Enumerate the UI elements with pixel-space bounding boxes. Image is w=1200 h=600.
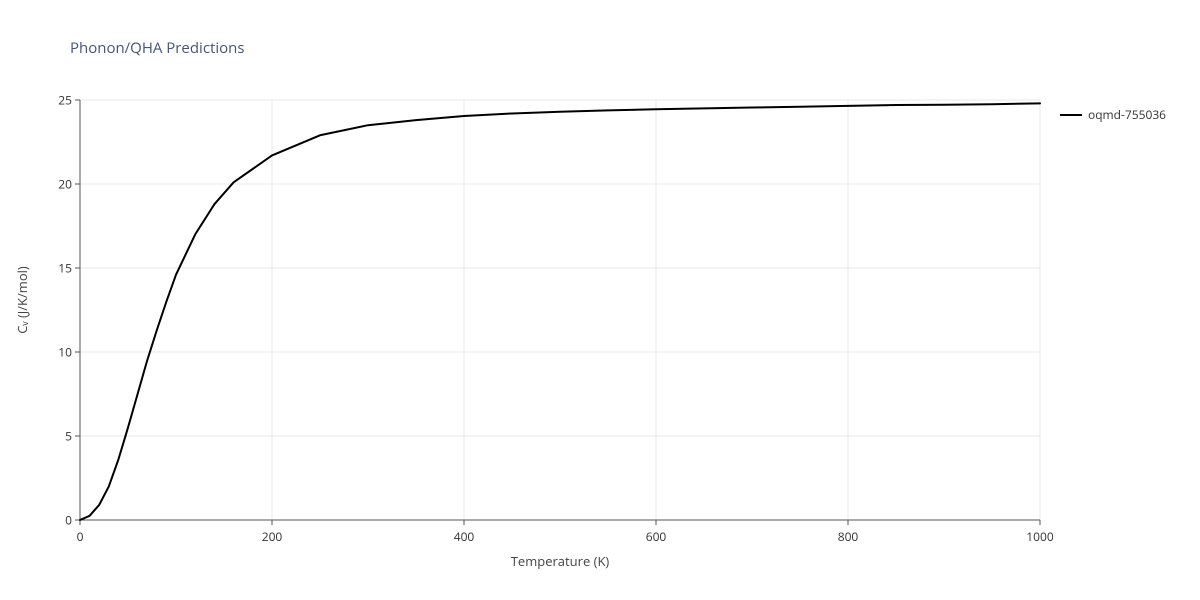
- y-tick-label: 20: [42, 176, 72, 193]
- x-tick-label: 400: [454, 528, 475, 545]
- y-tick-label: 10: [42, 344, 72, 361]
- legend-label: oqmd-755036: [1088, 106, 1166, 123]
- x-tick-label: 0: [77, 528, 84, 545]
- x-tick-label: 600: [646, 528, 667, 545]
- y-tick-label: 25: [42, 92, 72, 109]
- x-tick-label: 800: [838, 528, 859, 545]
- legend-swatch: [1060, 114, 1082, 116]
- x-tick-label: 200: [262, 528, 283, 545]
- y-tick-label: 5: [42, 428, 72, 445]
- chart-plot-area: [0, 0, 1200, 600]
- x-axis-label: Temperature (K): [511, 552, 610, 570]
- x-tick-label: 1000: [1026, 528, 1053, 545]
- y-tick-label: 0: [42, 512, 72, 529]
- y-tick-label: 15: [42, 260, 72, 277]
- chart-legend: oqmd-755036: [1060, 106, 1166, 123]
